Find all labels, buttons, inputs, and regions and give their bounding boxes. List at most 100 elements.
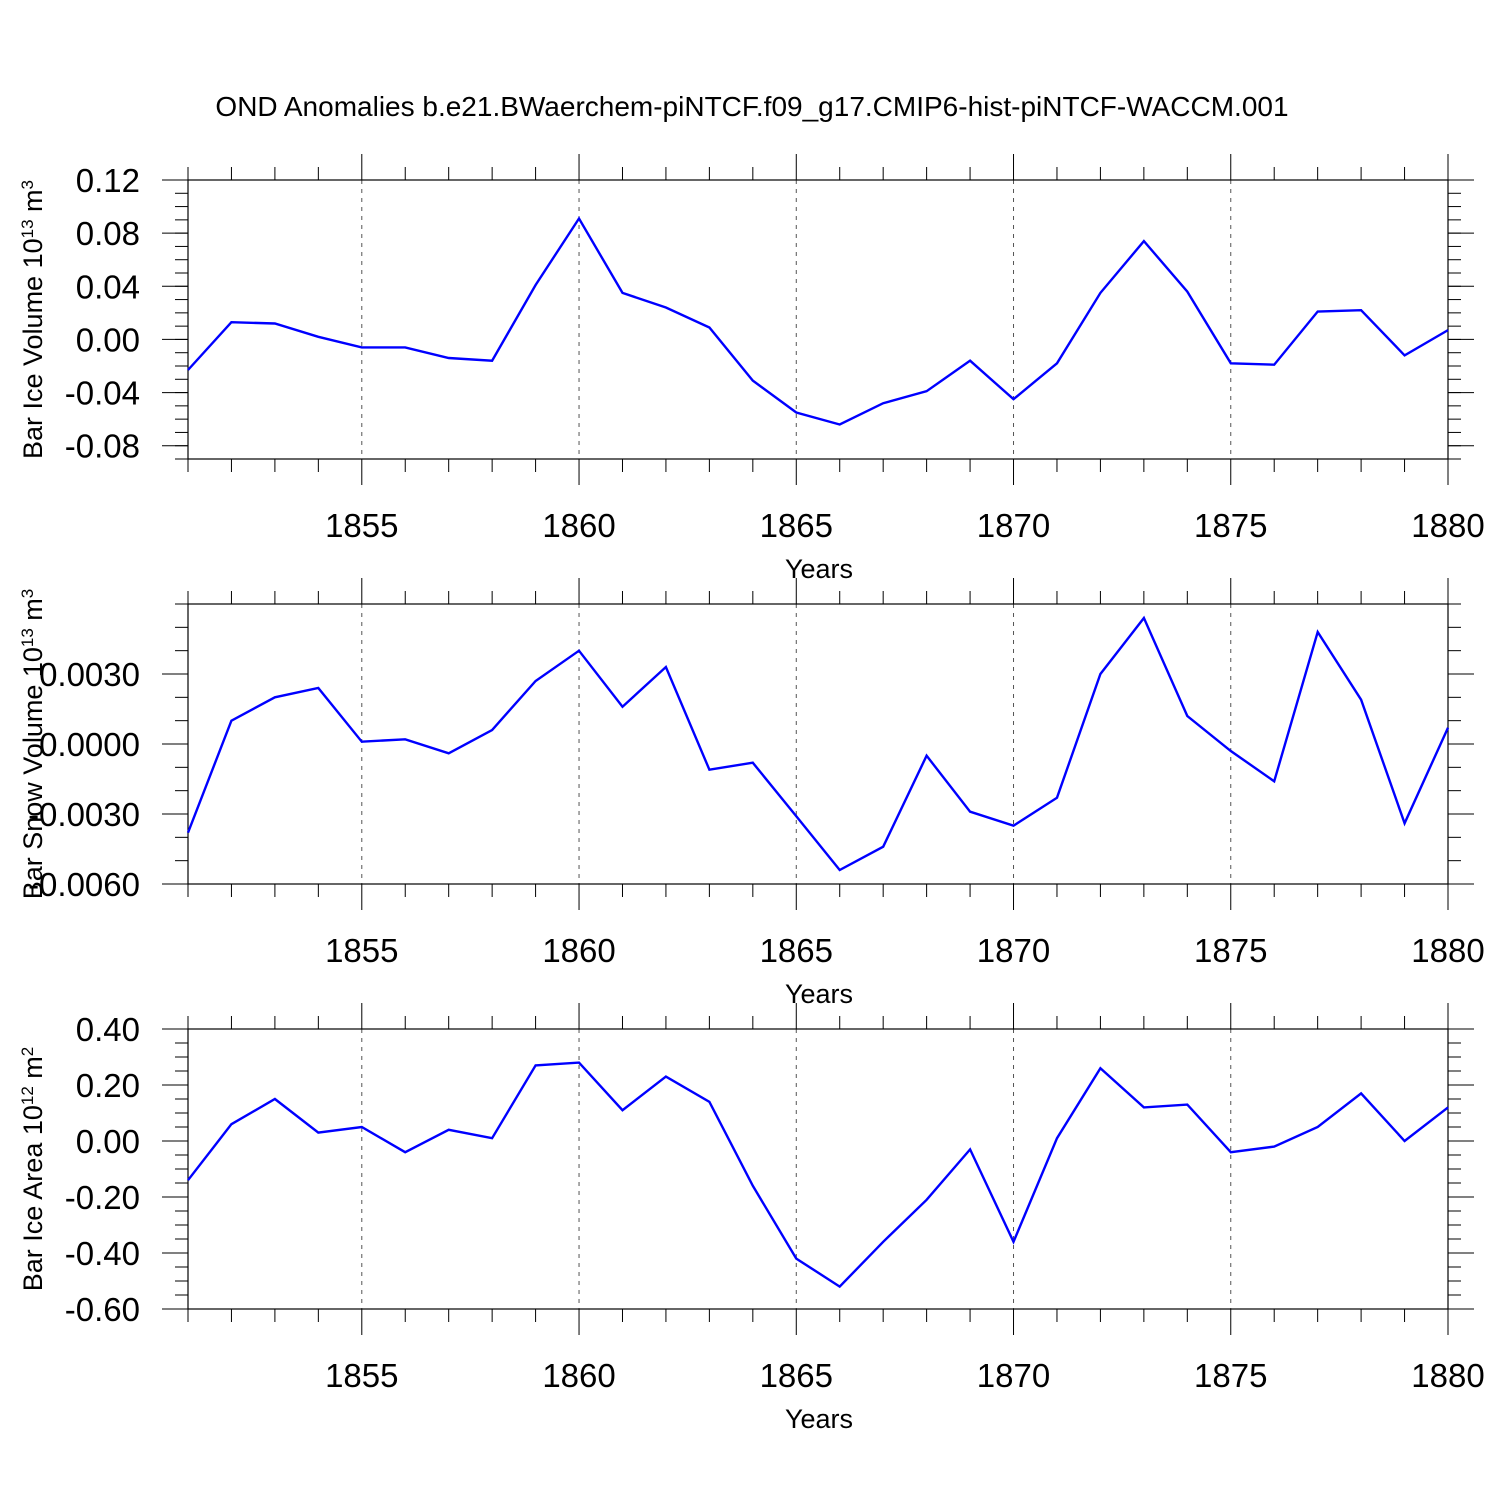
- panel-2-series-line: [186, 615, 1450, 872]
- panel-3-point-1874: [1185, 1103, 1189, 1107]
- panel-3-ytick-label: -0.60: [65, 1291, 140, 1328]
- panel-3-ytick-label: 0.40: [76, 1011, 140, 1048]
- panel-1-x-axis-label: Years: [785, 554, 853, 584]
- panel-1-xtick-label: 1865: [760, 507, 833, 544]
- panel-3-point-1861: [620, 1108, 624, 1112]
- panel-1-point-1857: [447, 356, 451, 360]
- panel-2-point-1877: [1316, 630, 1320, 634]
- panel-2-point-1875: [1229, 749, 1233, 753]
- panel-1-xtick-label: 1860: [542, 507, 615, 544]
- panel-2-xtick-label: 1870: [977, 932, 1050, 969]
- panel-1-ylabel: Bar Ice Volume 10: [18, 238, 48, 459]
- panel-3-point-1866: [838, 1285, 842, 1289]
- panel-1-point-1866: [838, 422, 842, 426]
- panel-2-point-1876: [1272, 779, 1276, 783]
- panel-1-ylabel-sup2: 3: [18, 180, 37, 189]
- panel-1-point-1864: [751, 379, 755, 383]
- panel-3-point-1863: [707, 1100, 711, 1104]
- panel-1-xtick-label: 1875: [1194, 507, 1267, 544]
- panel-1-xtick-label: 1870: [977, 507, 1050, 544]
- panel-1-point-1876: [1272, 363, 1276, 367]
- panel-2-point-1852: [229, 719, 233, 723]
- panel-2-point-1860: [577, 649, 581, 653]
- panel-3-frame: [187, 1028, 1449, 1310]
- panel-2-ytick-label: -0.0030: [28, 796, 140, 833]
- panel-1-point-1880: [1446, 328, 1450, 332]
- panel-2-point-1859: [534, 679, 538, 683]
- panel-3-point-1859: [534, 1063, 538, 1067]
- panel-3-point-1875: [1229, 1150, 1233, 1154]
- panel-3-xtick-label: 1860: [542, 1357, 615, 1394]
- panel-2-point-1863: [707, 768, 711, 772]
- panel-3-point-1877: [1316, 1125, 1320, 1129]
- panel-1-ytick-label: 0.00: [76, 321, 140, 358]
- panel-1-ytick-label: 0.08: [76, 215, 140, 252]
- panel-3-point-1851: [186, 1178, 190, 1182]
- panel-3-point-1855: [360, 1125, 364, 1129]
- panel-2-point-1873: [1142, 616, 1146, 620]
- panel-2-point-1878: [1359, 698, 1363, 702]
- panel-1-point-1878: [1359, 308, 1363, 312]
- panel-1-ytick-label: 0.12: [76, 162, 140, 199]
- panel-1-point-1870: [1012, 397, 1016, 401]
- panel-2-xtick-label: 1880: [1411, 932, 1484, 969]
- panel-2-ylabel-sup2: 3: [18, 589, 37, 598]
- panel-2-point-1880: [1446, 726, 1450, 730]
- panel-3-point-1852: [229, 1122, 233, 1126]
- panel-1-point-1863: [707, 325, 711, 329]
- panel-3-point-1879: [1403, 1139, 1407, 1143]
- panel-2-point-1854: [316, 686, 320, 690]
- panel-3-point-1854: [316, 1131, 320, 1135]
- panel-3-point-1864: [751, 1184, 755, 1188]
- panel-2-ytick-label: 0.0000: [39, 726, 140, 763]
- panel-3-point-1853: [273, 1097, 277, 1101]
- panel-2-point-1865: [794, 814, 798, 818]
- panel-3-y-axis-label: Bar Ice Area 1012 m2: [18, 1047, 49, 1292]
- panel-3-xtick-label: 1880: [1411, 1357, 1484, 1394]
- panel-2-point-1867: [881, 845, 885, 849]
- panel-3-point-1873: [1142, 1105, 1146, 1109]
- panel-2-point-1872: [1098, 672, 1102, 676]
- panel-3-ylabel-sup1: 12: [18, 1086, 37, 1105]
- panel-2-point-1864: [751, 761, 755, 765]
- panel-1-point-1867: [881, 401, 885, 405]
- panel-1-point-1877: [1316, 310, 1320, 314]
- panel-3-point-1876: [1272, 1145, 1276, 1149]
- panel-3-point-1865: [794, 1257, 798, 1261]
- panel-3-series-line: [187, 1061, 1449, 1289]
- panel-3-ylabel: Bar Ice Area 10: [18, 1105, 48, 1291]
- panel-1-point-1852: [229, 320, 233, 324]
- panel-1-point-1855: [360, 345, 364, 349]
- panel-3-ylabel-unit: m: [18, 1056, 48, 1086]
- panel-2-point-1861: [620, 705, 624, 709]
- panel-2-point-1868: [925, 754, 929, 758]
- panel-1-ytick-label: -0.08: [65, 428, 140, 465]
- panel-2-point-1855: [360, 740, 364, 744]
- panel-3-ylabel-sup2: 2: [18, 1047, 37, 1056]
- panel-1-xtick-label: 1880: [1411, 507, 1484, 544]
- panel-3-point-1880: [1446, 1105, 1450, 1109]
- panel-2-xtick-label: 1860: [542, 932, 615, 969]
- panel-2-ylabel: Bar Snow Volume 10: [18, 647, 48, 899]
- panel-1-y-axis-label: Bar Ice Volume 1013 m3: [18, 180, 49, 459]
- panel-3-point-1878: [1359, 1091, 1363, 1095]
- panel-2-x-axis-label: Years: [785, 979, 853, 1009]
- panel-2-point-1866: [838, 868, 842, 872]
- panel-2-point-1874: [1185, 714, 1189, 718]
- panel-1-ylabel-unit: m: [18, 189, 48, 219]
- panel-2-point-1858: [490, 728, 494, 732]
- panel-1-point-1865: [794, 411, 798, 415]
- panel-1-point-1872: [1098, 291, 1102, 295]
- panel-2-point-1879: [1403, 821, 1407, 825]
- panel-2-xtick-label: 1865: [760, 932, 833, 969]
- panel-3-xtick-label: 1870: [977, 1357, 1050, 1394]
- panel-2-point-1871: [1055, 796, 1059, 800]
- panel-1-point-1851: [186, 368, 190, 372]
- panel-3-x-axis-label: Years: [785, 1404, 853, 1434]
- panel-1-point-1868: [925, 389, 929, 393]
- panel-1-point-1854: [316, 335, 320, 339]
- panel-2-ytick-label: -0.0060: [28, 866, 140, 903]
- panel-2-xtick-label: 1875: [1194, 932, 1267, 969]
- panel-3-xtick-label: 1855: [325, 1357, 398, 1394]
